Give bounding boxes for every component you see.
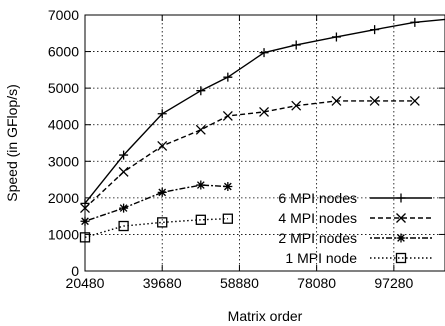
data-point xyxy=(409,95,420,106)
y-tick-label: 2000 xyxy=(48,190,79,206)
data-point xyxy=(157,109,167,119)
data-point xyxy=(331,32,341,42)
series-line xyxy=(84,100,415,209)
y-tick-label: 4000 xyxy=(48,117,79,133)
data-point xyxy=(223,72,233,82)
series-3 xyxy=(80,180,233,226)
data-point xyxy=(157,140,168,151)
x-axis-label: Matrix order xyxy=(228,308,303,324)
data-point xyxy=(118,166,129,177)
legend-marker xyxy=(396,233,406,243)
data-point xyxy=(196,180,206,190)
tick-layer: 0 1000 2000 3000 4000 5000 6000 7000 20480 39680 5… xyxy=(48,7,445,291)
data-point xyxy=(195,124,206,135)
y-tick-label: 6000 xyxy=(48,44,79,60)
plot-frame xyxy=(84,14,445,272)
y-tick-label: 5000 xyxy=(48,80,79,96)
legend-marker xyxy=(395,252,407,264)
y-tick-label: 7000 xyxy=(48,7,79,23)
data-point xyxy=(195,214,206,225)
data-point xyxy=(410,17,420,27)
legend-label: 4 MPI nodes xyxy=(278,210,357,226)
data-point xyxy=(370,25,380,35)
series-1 xyxy=(80,17,445,208)
data-point xyxy=(79,232,91,243)
data-point xyxy=(119,150,129,160)
data-point xyxy=(80,216,90,226)
data-point xyxy=(222,110,233,121)
series-4 xyxy=(79,213,233,243)
x-tick-label: 39680 xyxy=(143,275,182,291)
series-2 xyxy=(80,95,420,214)
x-tick-label: 20480 xyxy=(66,275,105,291)
data-point xyxy=(223,182,233,192)
data-point xyxy=(291,40,301,50)
data-point xyxy=(369,95,380,106)
data-point xyxy=(118,220,129,232)
y-axis-label: Speed (in GFlop/s) xyxy=(4,84,20,202)
legend: 6 MPI nodes 4 MPI nodes 2 MPI nodes 1 MPI n… xyxy=(278,190,432,266)
y-tick-label: 3000 xyxy=(48,153,79,169)
data-point xyxy=(80,203,90,214)
data-point xyxy=(259,106,269,117)
x-tick-label: 97280 xyxy=(374,275,413,291)
legend-label: 1 MPI node xyxy=(285,250,357,266)
legend-marker xyxy=(396,213,406,223)
x-tick-label: 58880 xyxy=(220,275,259,291)
data-point xyxy=(222,213,233,224)
y-tick-label: 1000 xyxy=(48,226,79,242)
data-point xyxy=(119,203,129,213)
legend-label: 2 MPI nodes xyxy=(278,230,357,246)
legend-label: 6 MPI nodes xyxy=(278,190,357,206)
data-point xyxy=(259,48,269,58)
data-point xyxy=(80,198,90,208)
y-tick-label: 0 xyxy=(71,263,79,279)
data-point xyxy=(157,217,168,228)
series-layer xyxy=(79,17,445,243)
data-point xyxy=(196,86,206,96)
x-tick-label: 78080 xyxy=(297,275,336,291)
legend-marker xyxy=(396,193,406,203)
grid xyxy=(85,15,445,271)
data-point xyxy=(157,187,167,197)
data-point xyxy=(331,95,342,106)
data-point xyxy=(291,100,302,111)
plot-frame-group xyxy=(84,14,445,272)
